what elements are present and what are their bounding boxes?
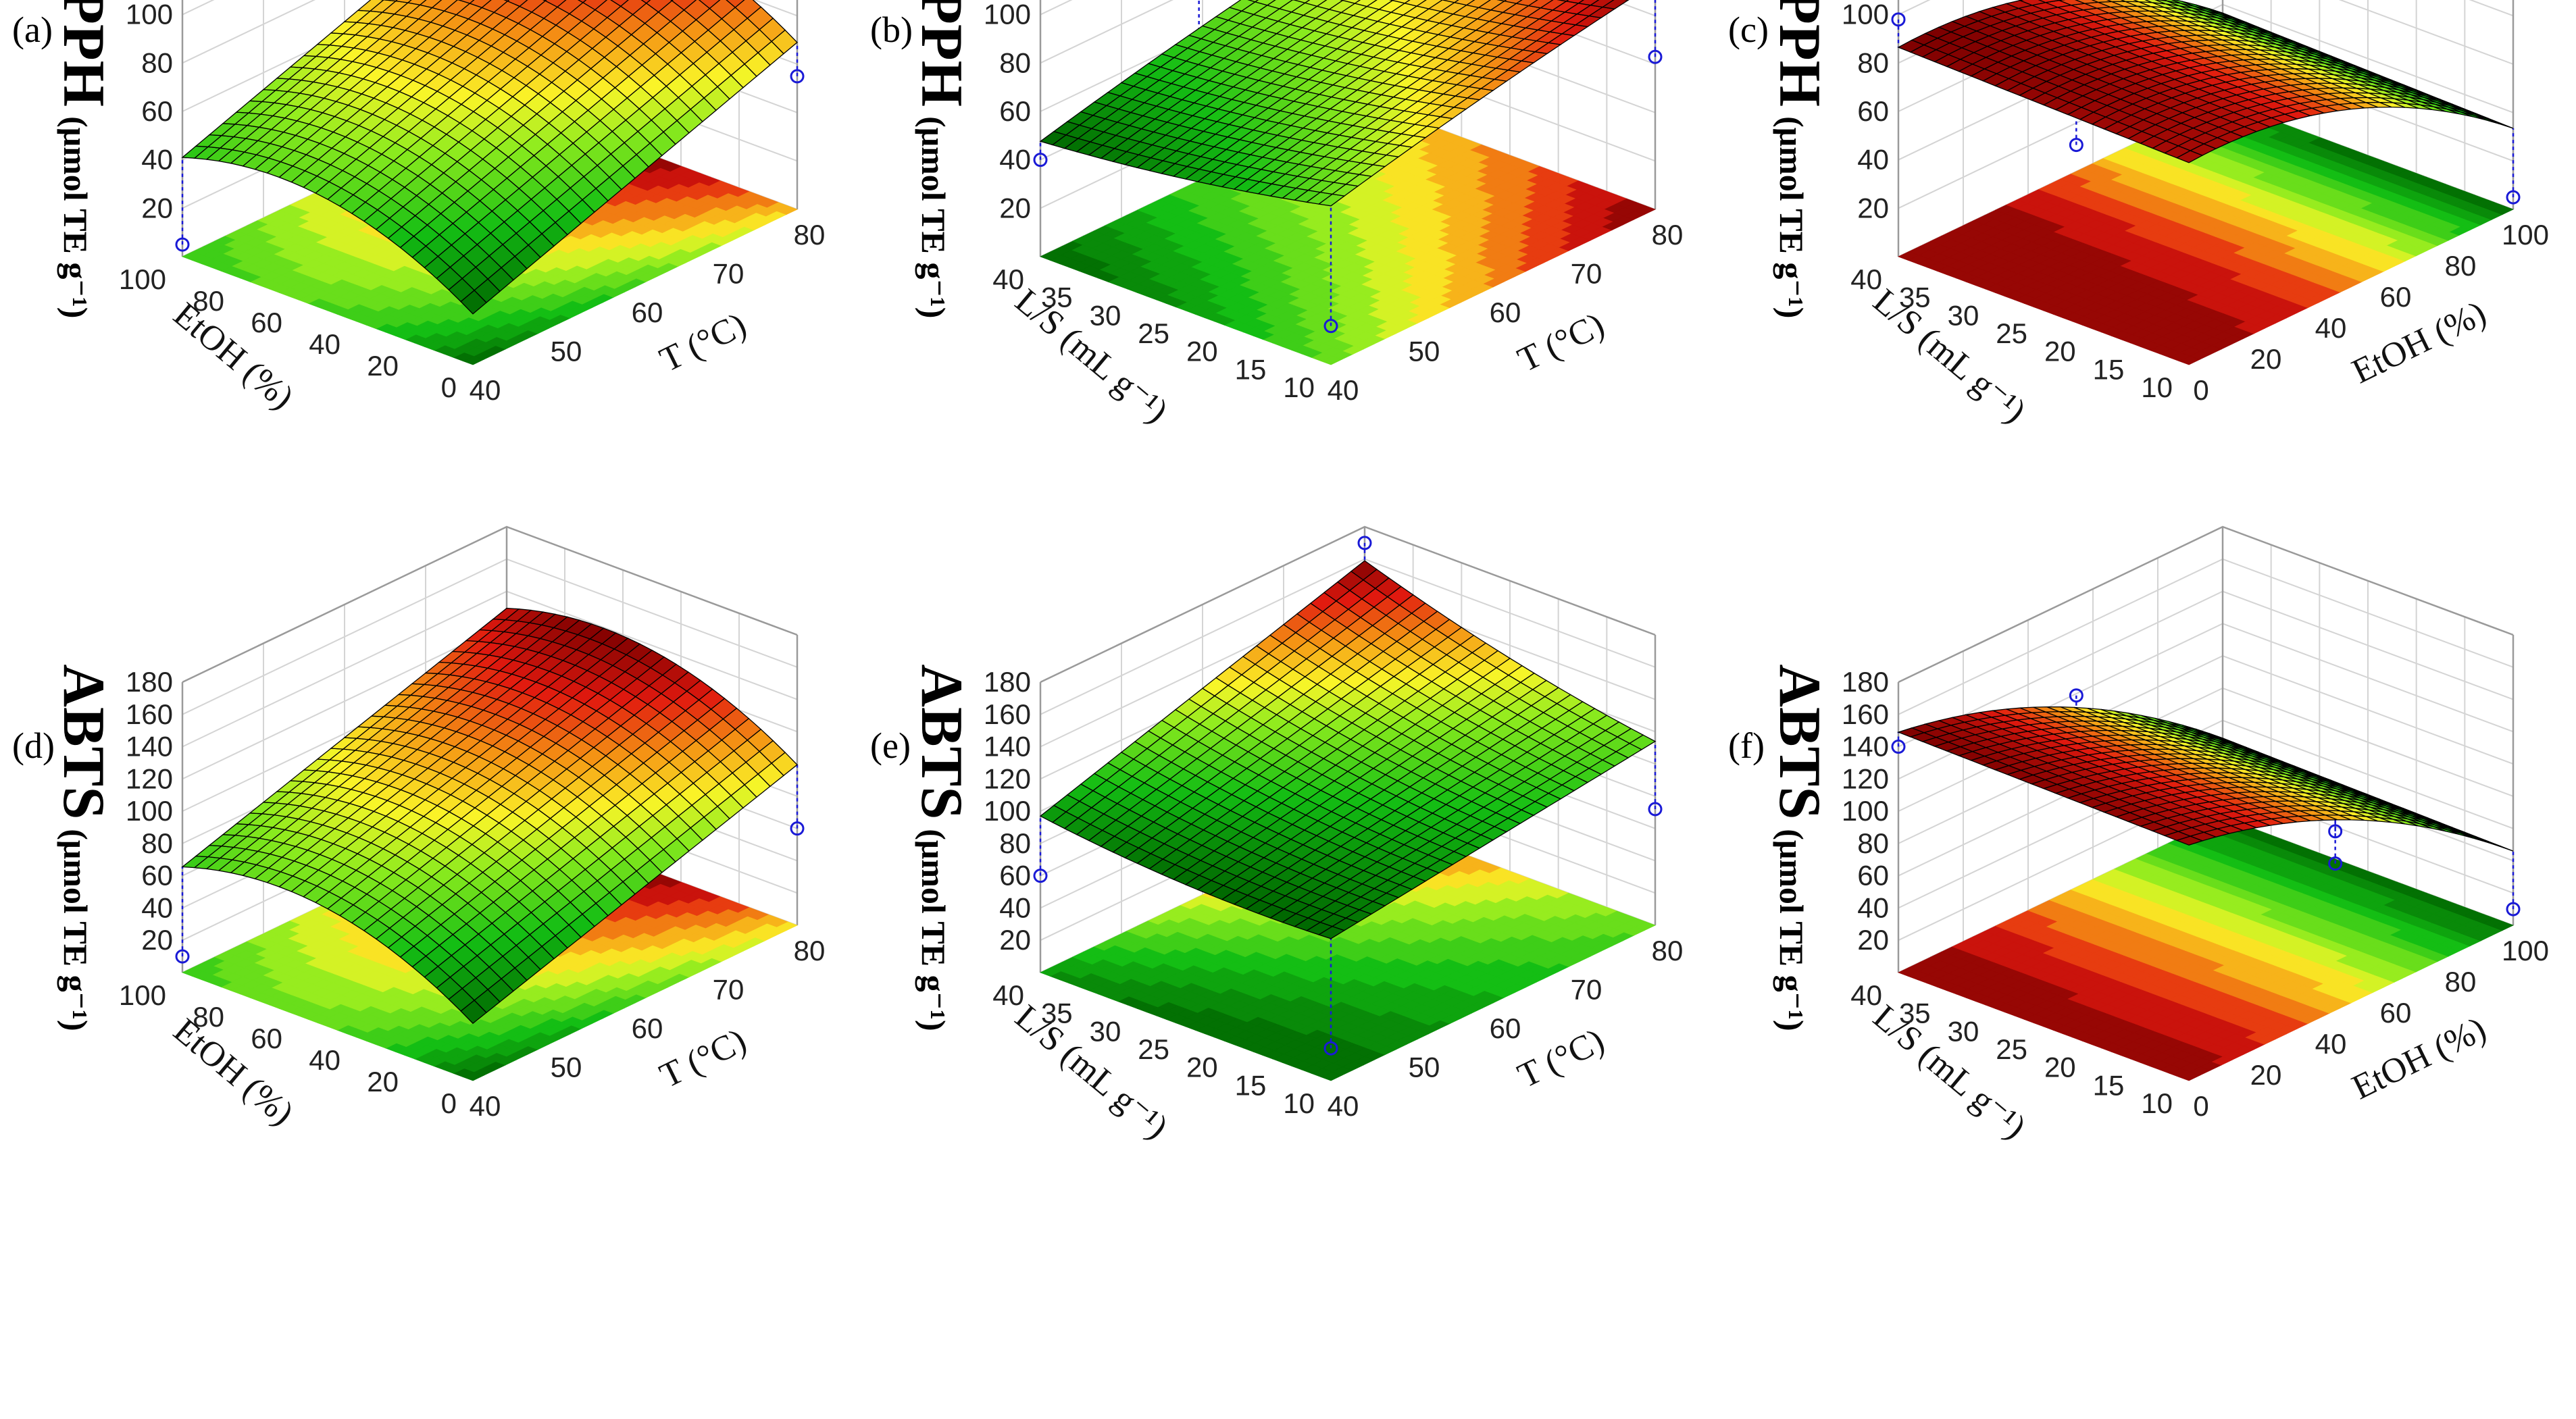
z-tick-label: 80	[141, 47, 173, 78]
z-tick-label: 80	[999, 47, 1031, 78]
x-tick-label: 100	[2502, 219, 2549, 251]
x-tick-label: 50	[551, 336, 582, 367]
x-tick-label: 0	[2193, 374, 2208, 406]
x-tick-label: 80	[1652, 219, 1684, 251]
y-tick-label: 10	[1283, 371, 1315, 403]
x-tick-label: 80	[794, 219, 826, 251]
x-tick-label: 60	[1490, 296, 1521, 328]
z-tick-label: 100	[984, 0, 1031, 30]
y-tick-label: 20	[2044, 336, 2076, 367]
z-tick-label: 80	[1857, 47, 1889, 78]
y-tick-label: 10	[2141, 371, 2173, 403]
y-tick-label: 40	[992, 263, 1024, 295]
y-tick-label: 15	[2093, 353, 2125, 385]
x-tick-label: 40	[1328, 374, 1359, 406]
x-tick-label: 80	[2445, 250, 2477, 282]
x-tick-label: 60	[632, 296, 663, 328]
y-tick-label: 0	[441, 371, 457, 403]
x-tick-label: 70	[1571, 258, 1602, 290]
z-tick-label: 40	[141, 144, 173, 176]
z-tick-label: 60	[141, 95, 173, 127]
x-axis-title: T (°C)	[654, 305, 752, 380]
z-tick-label: 100	[1842, 0, 1889, 30]
x-tick-label: 40	[2315, 312, 2347, 344]
y-tick-label: 25	[1996, 317, 2027, 349]
y-tick-label: 20	[1186, 336, 1218, 367]
x-tick-label: 20	[2250, 343, 2282, 375]
y-tick-label: 20	[367, 350, 399, 382]
z-tick-label: 20	[999, 192, 1031, 224]
y-tick-label: 40	[1850, 263, 1882, 295]
response-surface	[1897, 0, 2514, 163]
y-tick-label: 60	[251, 307, 282, 338]
x-tick-label: 60	[2380, 281, 2412, 313]
y-tick-label: 15	[1235, 353, 1267, 385]
wall-gridline	[182, 0, 798, 64]
panel-label: (c)	[1728, 9, 1769, 50]
z-axis-title-unit: (μmol TE g⁻¹)	[1773, 116, 1811, 318]
x-axis-title: T (°C)	[1512, 305, 1610, 380]
z-tick-label: 40	[999, 144, 1031, 176]
z-axis-title-name: DPPH	[51, 0, 116, 107]
x-tick-label: 50	[1409, 336, 1440, 367]
y-tick-label: 30	[1090, 299, 1121, 331]
z-tick-label: 40	[1857, 144, 1889, 176]
y-tick-label: 25	[1138, 317, 1169, 349]
z-axis-title-unit: (μmol TE g⁻¹)	[915, 116, 953, 318]
z-axis-title: DPPH (μmol TE g⁻¹)	[1767, 0, 1832, 318]
z-axis-title-unit: (μmol TE g⁻¹)	[57, 116, 95, 318]
z-tick-label: 20	[1857, 192, 1889, 224]
y-tick-label: 30	[1948, 299, 1979, 331]
y-tick-label: 40	[309, 328, 340, 360]
z-tick-label: 60	[1857, 95, 1889, 127]
z-axis-title-name: DPPH	[1767, 0, 1832, 107]
z-tick-label: 60	[999, 95, 1031, 127]
x-tick-label: 40	[470, 374, 501, 406]
z-axis-title: DPPH (μmol TE g⁻¹)	[51, 0, 116, 318]
x-axis-title: EtOH (%)	[2346, 294, 2492, 391]
z-tick-label: 100	[126, 0, 173, 30]
panel-label: (b)	[870, 9, 913, 50]
y-tick-label: 100	[119, 263, 166, 295]
z-axis-title-name: DPPH	[909, 0, 974, 107]
z-axis-title: DPPH (μmol TE g⁻¹)	[909, 0, 974, 318]
x-tick-label: 70	[713, 258, 744, 290]
z-tick-label: 20	[141, 192, 173, 224]
panel-label: (a)	[12, 9, 53, 50]
